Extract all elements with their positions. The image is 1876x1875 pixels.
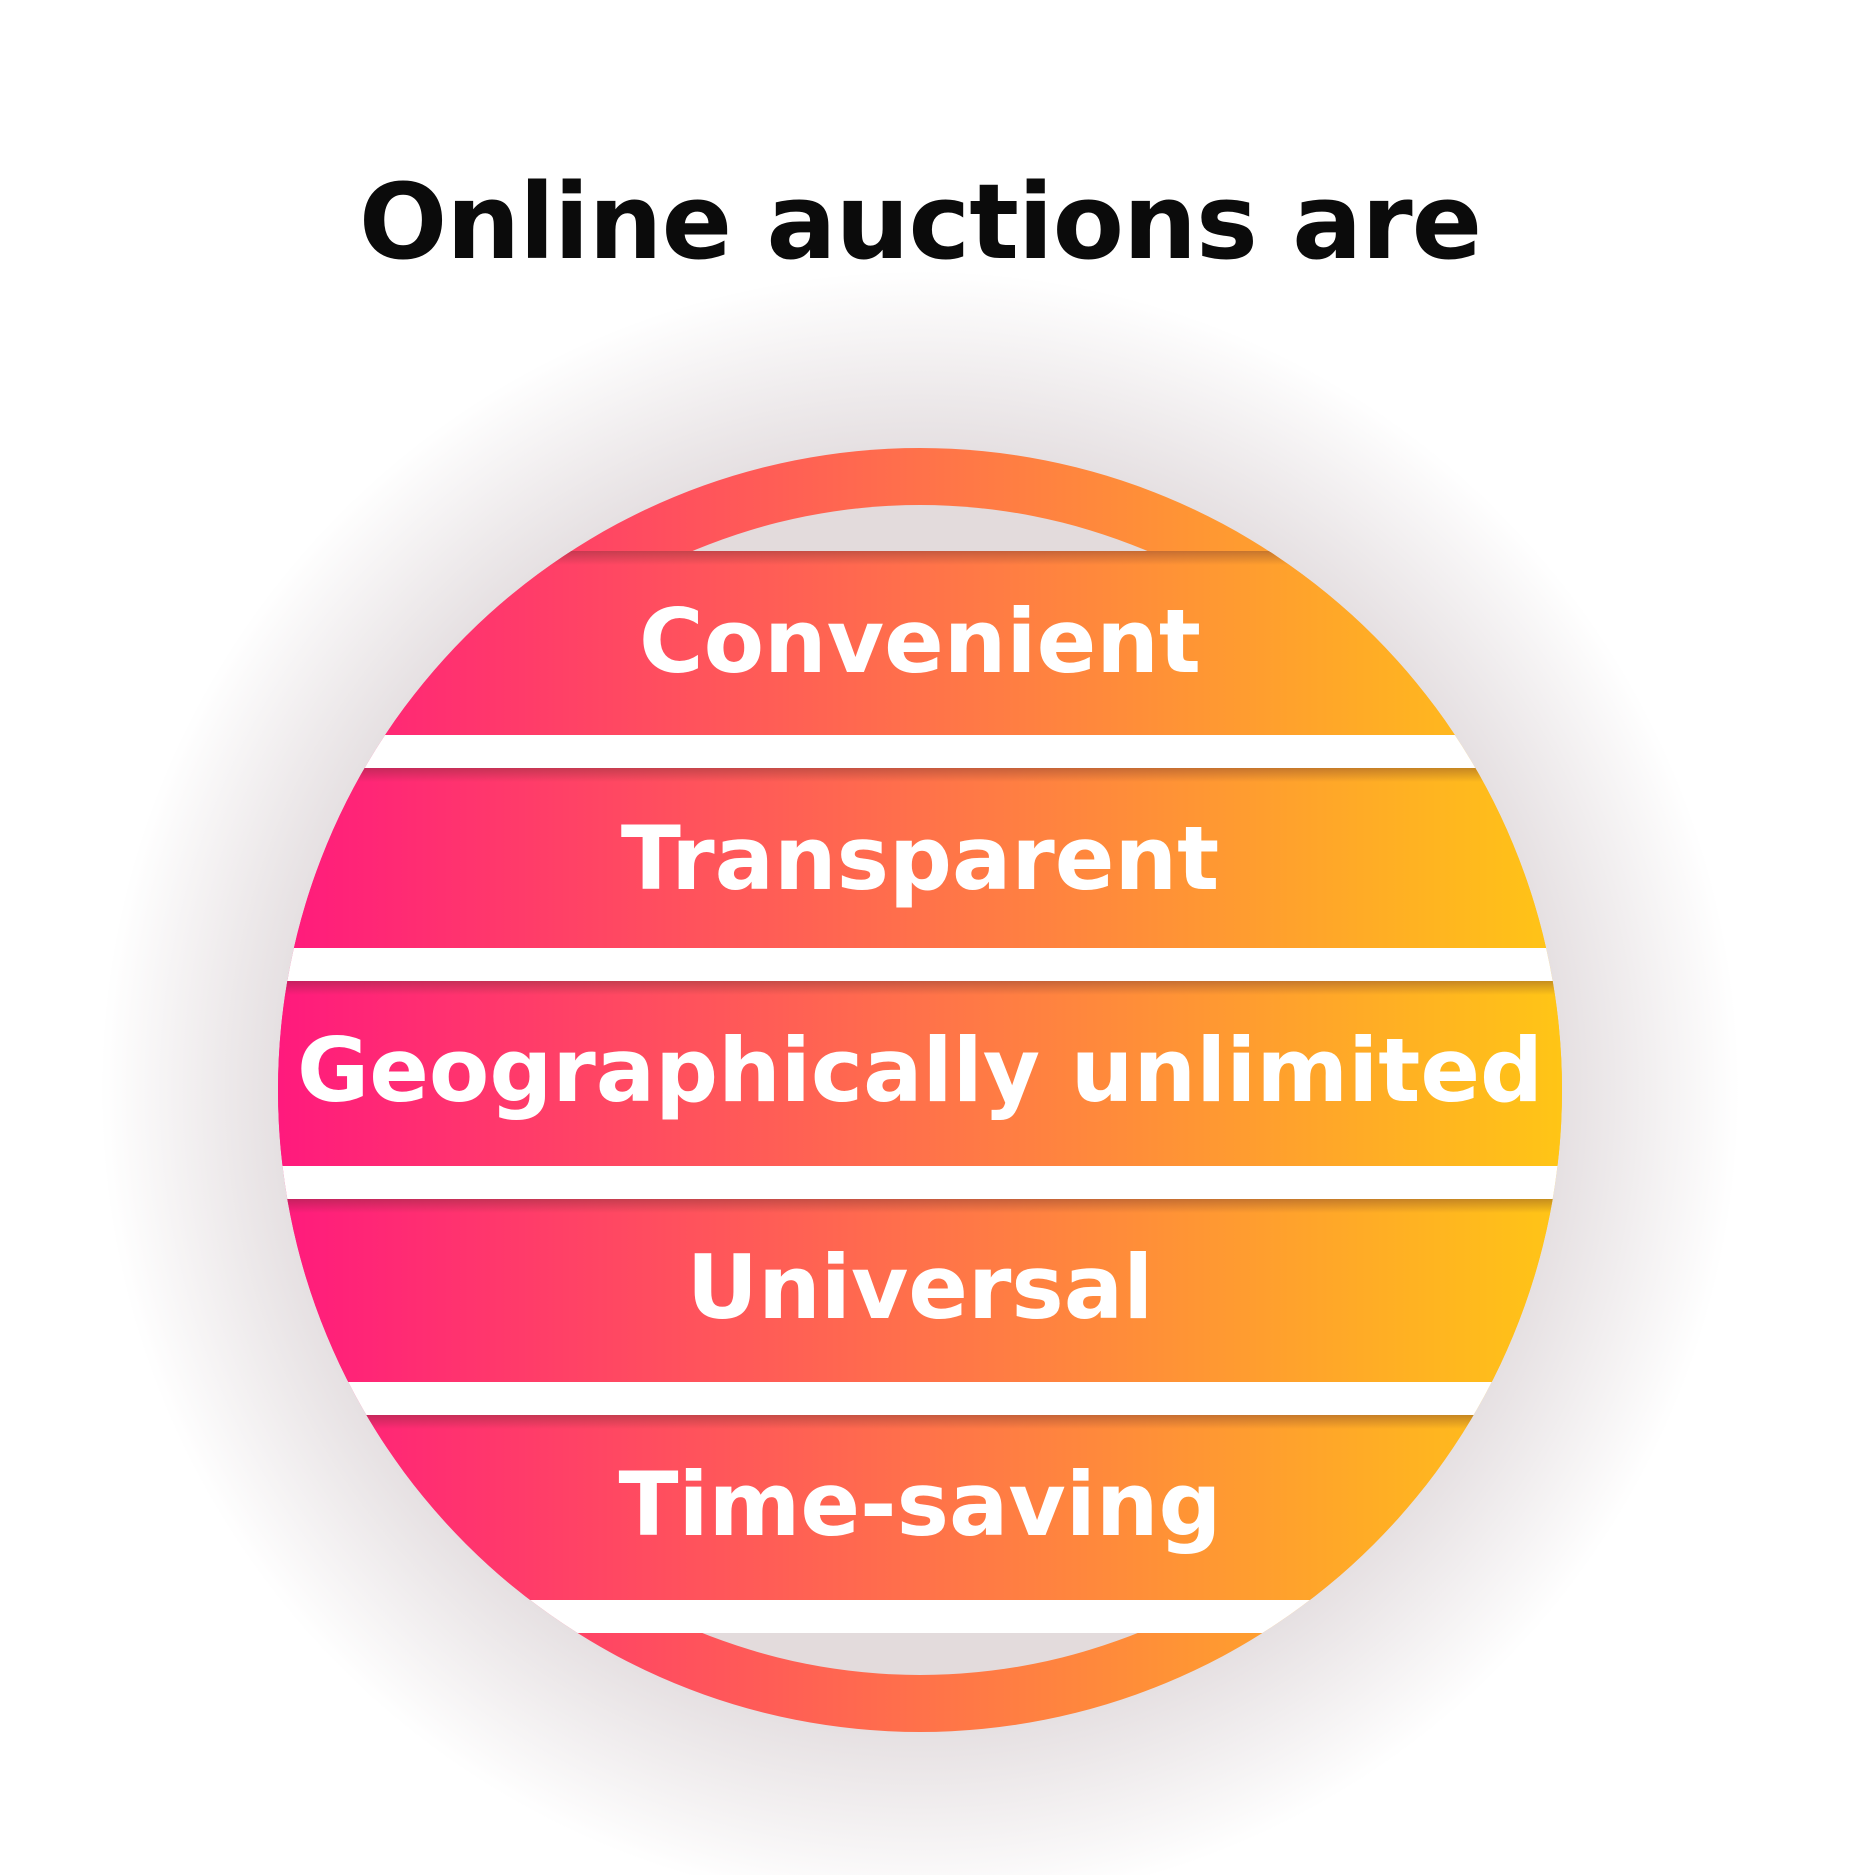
page-title: Online auctions are [358,161,1482,283]
band-shadow [278,1199,1562,1213]
band-fill [278,1199,1562,1382]
band-3: Geographically unlimited [278,981,1562,1166]
band-fill [278,981,1562,1166]
band-label: Geographically unlimited [297,1019,1543,1122]
band-4: Universal [278,1199,1562,1382]
band-shadow [278,1415,1562,1429]
band-shadow [278,981,1562,995]
band-2: Transparent [278,768,1562,948]
band-label: Transparent [621,807,1219,910]
band-fill [278,768,1562,948]
band-label: Convenient [639,590,1201,693]
band-label: Time-saving [618,1453,1221,1556]
band-shadow [278,768,1562,782]
band-5: Time-saving [278,1415,1562,1600]
band-label: Universal [687,1236,1154,1339]
band-shadow [278,551,1562,565]
